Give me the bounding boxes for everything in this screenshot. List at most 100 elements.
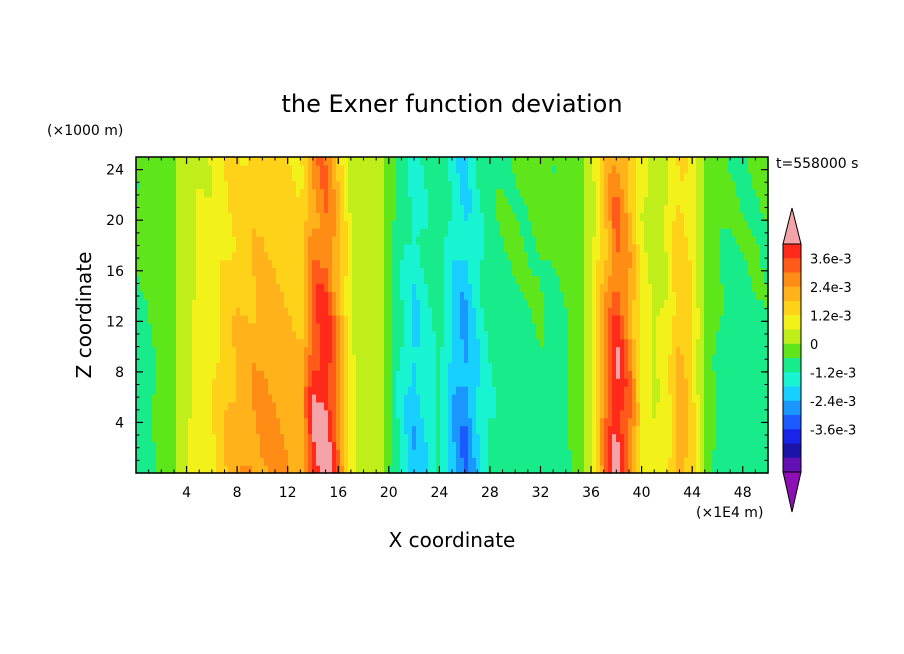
contour-cell xyxy=(308,378,313,387)
contour-cell xyxy=(576,370,581,379)
contour-cell xyxy=(256,283,261,292)
contour-cell xyxy=(592,346,597,356)
contour-cell xyxy=(500,394,505,403)
contour-cell xyxy=(136,457,141,466)
contour-cell xyxy=(200,275,205,284)
contour-cell xyxy=(260,401,265,411)
contour-cell xyxy=(508,243,513,253)
contour-cell xyxy=(400,291,405,300)
contour-cell xyxy=(280,307,285,316)
contour-cell xyxy=(540,204,545,213)
contour-cell xyxy=(152,354,157,363)
contour-cell xyxy=(596,220,601,229)
contour-cell xyxy=(380,164,385,174)
contour-cell xyxy=(340,180,345,190)
contour-cell xyxy=(368,330,373,340)
contour-cell xyxy=(468,417,473,427)
contour-cell xyxy=(180,243,185,253)
contour-cell xyxy=(608,386,613,395)
contour-cell xyxy=(376,441,381,450)
contour-cell xyxy=(596,354,601,363)
contour-cell xyxy=(456,441,461,450)
contour-cell xyxy=(460,409,465,419)
contour-cell xyxy=(340,204,345,213)
contour-cell xyxy=(408,259,413,269)
contour-cell xyxy=(240,188,245,198)
contour-cell xyxy=(144,401,149,411)
contour-cell xyxy=(348,299,353,308)
contour-cell xyxy=(504,465,509,474)
contour-cell xyxy=(376,180,381,190)
contour-cell xyxy=(236,378,241,387)
contour-cell xyxy=(136,275,141,284)
contour-cell xyxy=(508,251,513,261)
contour-cell xyxy=(500,370,505,379)
contour-cell xyxy=(172,172,177,182)
contour-cell xyxy=(268,291,273,300)
contour-cell xyxy=(488,449,493,458)
contour-cell xyxy=(336,275,341,284)
contour-cell xyxy=(208,330,213,340)
contour-cell xyxy=(428,338,433,348)
contour-cell xyxy=(244,236,249,245)
contour-cell xyxy=(604,449,609,458)
contour-cell xyxy=(288,188,293,198)
contour-cell xyxy=(556,362,561,371)
contour-cell xyxy=(312,401,317,411)
contour-cell xyxy=(172,362,177,371)
contour-cell xyxy=(456,196,461,205)
contour-cell xyxy=(380,457,385,466)
contour-cell xyxy=(140,307,145,316)
contour-cell xyxy=(212,315,217,324)
contour-cell xyxy=(512,409,517,419)
contour-cell xyxy=(484,188,489,198)
contour-cell xyxy=(580,322,585,332)
contour-cell xyxy=(212,220,217,229)
contour-cell xyxy=(288,228,293,237)
contour-cell xyxy=(256,362,261,371)
contour-cell xyxy=(144,164,149,174)
contour-cell xyxy=(472,204,477,213)
contour-cell xyxy=(200,188,205,198)
contour-cell xyxy=(616,243,621,253)
contour-cell xyxy=(212,370,217,379)
contour-cell xyxy=(544,378,549,387)
contour-cell xyxy=(144,378,149,387)
contour-cell xyxy=(168,409,173,419)
contour-cell xyxy=(420,409,425,419)
contour-cell xyxy=(444,180,449,190)
contour-cell xyxy=(208,441,213,450)
contour-cell xyxy=(248,330,253,340)
contour-cell xyxy=(372,378,377,387)
contour-cell xyxy=(260,204,265,213)
contour-cell xyxy=(372,243,377,253)
contour-cell xyxy=(260,465,265,474)
contour-cell xyxy=(548,354,553,363)
contour-cell xyxy=(396,409,401,419)
contour-cell xyxy=(216,394,221,403)
contour-cell xyxy=(264,228,269,237)
contour-cell xyxy=(296,441,301,450)
contour-cell xyxy=(604,228,609,237)
contour-cell xyxy=(608,251,613,261)
contour-cell xyxy=(292,330,297,340)
contour-cell xyxy=(548,394,553,403)
contour-cell xyxy=(400,386,405,395)
contour-cell xyxy=(508,425,513,435)
contour-cell xyxy=(340,164,345,174)
contour-cell xyxy=(436,378,441,387)
contour-cell xyxy=(232,267,237,277)
contour-cell xyxy=(600,322,605,332)
contour-cell xyxy=(604,172,609,182)
contour-cell xyxy=(468,212,473,221)
contour-cell xyxy=(456,394,461,403)
contour-cell xyxy=(616,180,621,190)
contour-cell xyxy=(440,204,445,213)
contour-cell xyxy=(176,346,181,356)
contour-cell xyxy=(348,354,353,363)
contour-cell xyxy=(236,228,241,237)
contour-cell xyxy=(136,236,141,245)
contour-cell xyxy=(288,291,293,300)
contour-cell xyxy=(216,425,221,435)
contour-cell xyxy=(464,220,469,229)
